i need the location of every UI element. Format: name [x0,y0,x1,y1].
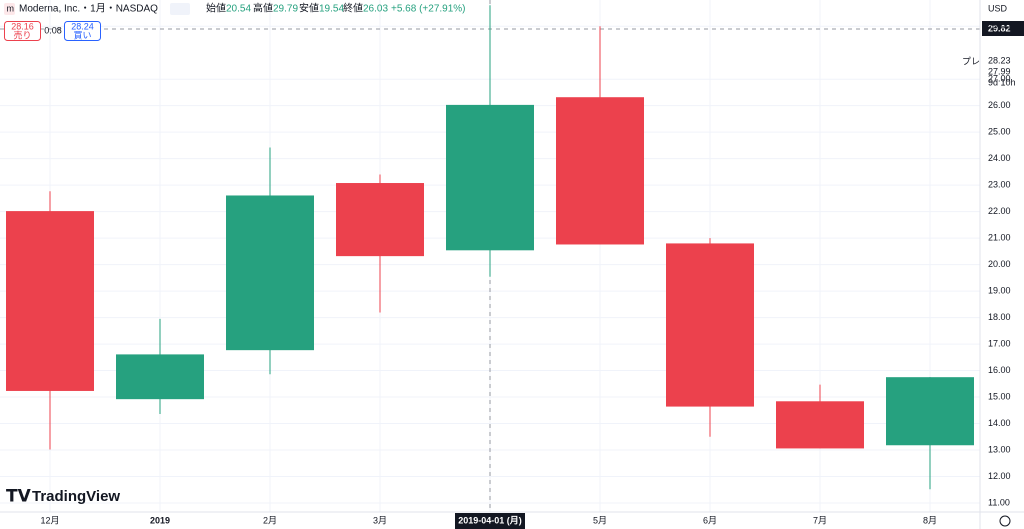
candle-body [116,354,204,400]
crosshair-date-box [455,513,525,529]
eye-button[interactable] [170,3,190,15]
y-tick-label: 11.00 [988,497,1010,507]
symbol-icon-letter: m [7,3,15,13]
y-tick-label: 22.00 [988,206,1011,216]
x-tick-label: 2月 [263,515,277,525]
buy-label[interactable]: 買い [73,30,91,40]
x-tick-label: 7月 [813,515,827,525]
last-price: 27.99 [988,66,1011,76]
candle-body [336,183,424,257]
spread: 0.08 [44,25,62,35]
sell-button[interactable] [4,21,41,41]
x-tick-label: 8月 [923,515,937,525]
y-tick-label: 17.00 [988,338,1011,348]
ohlc-label: 高値 [253,2,273,15]
pre-price: 28.23 [988,55,1011,65]
ohlc-label: 始値 [206,2,226,15]
settings-icon[interactable] [999,515,1011,527]
x-tick-label: 6月 [703,515,717,525]
x-tick-label: 12月 [40,515,59,525]
candle-body [776,401,864,449]
y-tick-label: 24.00 [988,153,1011,163]
candle-body [6,211,94,391]
y-tick-label: 12.00 [988,471,1011,481]
ohlc-label: 終値 [343,2,363,15]
candle-body [446,104,534,251]
y-tick-label: 14.00 [988,418,1011,428]
countdown: 9d 10h [988,77,1016,87]
logo[interactable]: TradingView [32,488,120,505]
pre-label: プレ [962,56,980,66]
y-tick-label: 26.00 [988,100,1011,110]
change: +5.68 (+27.91%) [391,4,466,15]
y-tick-label: 20.00 [988,259,1011,269]
x-tick-label: 3月 [373,515,387,525]
buy-button[interactable] [64,21,101,41]
x-tick-label: 2019 [150,515,170,525]
currency: USD [988,3,1008,13]
y-tick-label: 27.00 [988,74,1011,84]
symbol[interactable]: Moderna, Inc.・1月・NASDAQ [19,3,158,15]
crosshair-date: 2019-04-01 (月) [458,515,522,525]
y-tick-label: 19.00 [988,285,1011,295]
ohlc-value: 29.79 [273,4,298,15]
candle-body [556,97,644,245]
ohlc-value: 20.54 [226,4,251,15]
y-tick-label: 18.00 [988,312,1011,322]
logo-mark: 𝗧𝗩 [6,486,32,505]
buy-price[interactable]: 28.24 [71,21,94,31]
sell-label[interactable]: 売り [13,29,31,40]
symbol-icon [4,3,15,15]
y-tick-label: 29.00 [988,21,1011,31]
candle-body [886,377,974,446]
crosshair-price-box [982,21,1024,36]
y-tick-label: 23.00 [988,180,1011,190]
y-tick-label: 13.00 [988,444,1011,454]
ohlc-value: 19.54 [319,4,344,15]
ohlc-label: 安値 [299,2,319,15]
candle-body [666,243,754,407]
y-tick-label: 15.00 [988,391,1011,401]
candle-body [226,195,314,351]
x-tick-label: 5月 [593,515,607,525]
y-tick-label: 21.00 [988,232,1011,242]
ohlc-value: 26.03 [363,4,388,15]
y-tick-label: 25.00 [988,127,1011,137]
crosshair-price: 29.82 [988,23,1011,33]
sell-price[interactable]: 28.16 [11,21,34,31]
y-tick-label: 16.00 [988,365,1011,375]
